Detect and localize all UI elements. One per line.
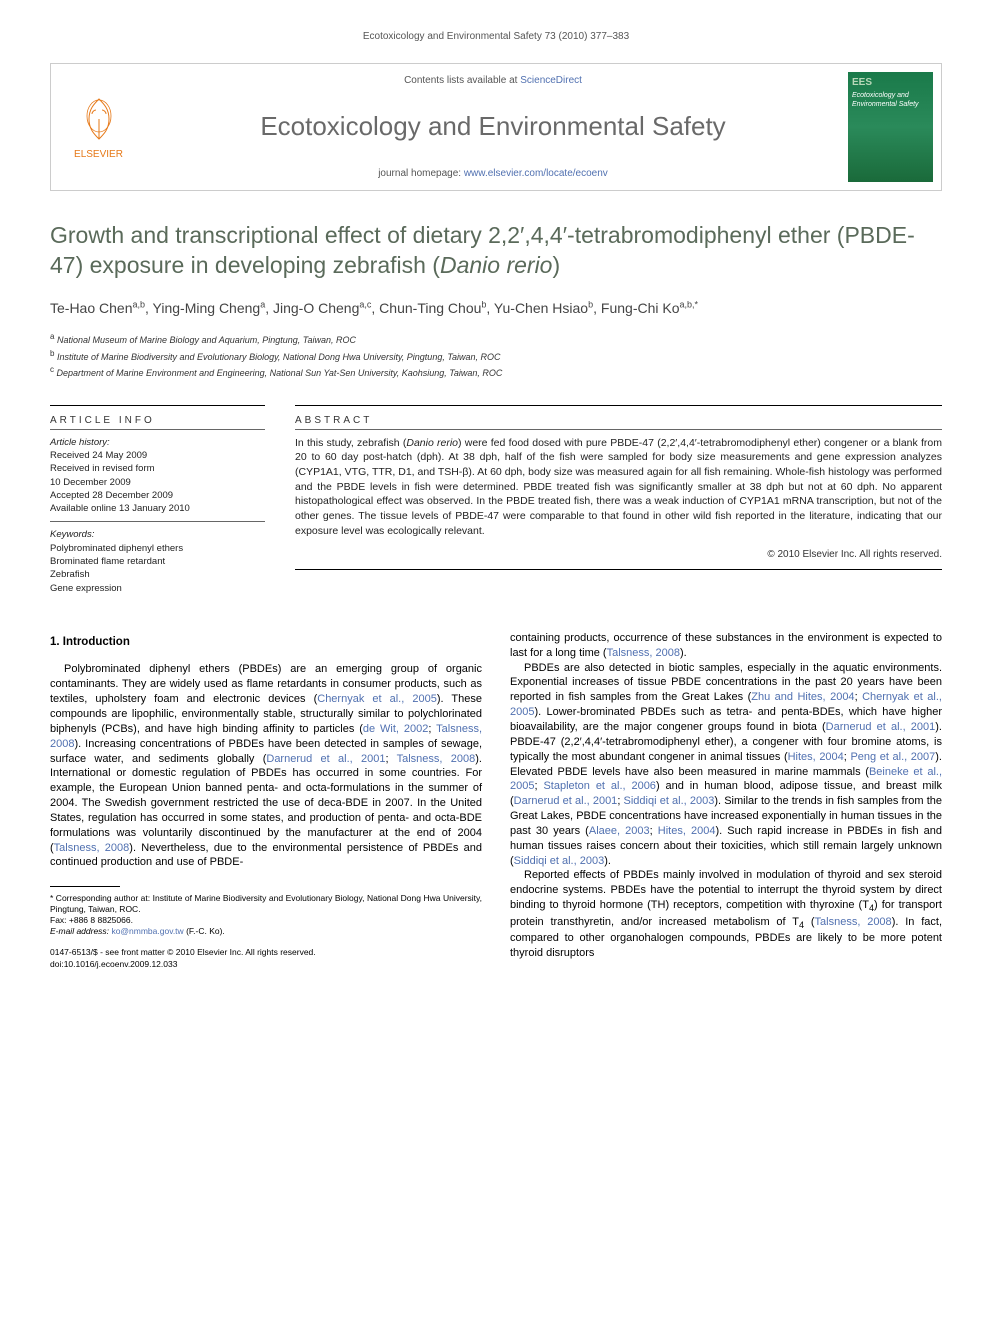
citation[interactable]: Talsness, 2008 xyxy=(54,842,130,854)
issn-line: 0147-6513/$ - see front matter © 2010 El… xyxy=(50,947,482,958)
sciencedirect-link[interactable]: ScienceDirect xyxy=(520,75,582,86)
citation[interactable]: Talsness, 2008 xyxy=(815,916,892,928)
author-list: Te-Hao Chena,b, Ying-Ming Chenga, Jing-O… xyxy=(50,297,942,319)
citation[interactable]: Chernyak et al., 2005 xyxy=(510,691,942,718)
abstract-column: abstract In this study, zebrafish (Danio… xyxy=(295,397,942,601)
bottom-meta: 0147-6513/$ - see front matter © 2010 El… xyxy=(50,947,482,969)
revised-label: Received in revised form xyxy=(50,462,265,475)
article-history-block: Article history: Received 24 May 2009 Re… xyxy=(50,430,265,522)
citation[interactable]: Zhu and Hites, 2004 xyxy=(751,691,854,703)
citation[interactable]: Stapleton et al., 2006 xyxy=(543,780,656,792)
citation[interactable]: Alaee, 2003 xyxy=(589,825,650,837)
introduction-heading: 1. Introduction xyxy=(50,635,482,651)
keyword: Brominated flame retardant xyxy=(50,555,265,568)
article-title: Growth and transcriptional effect of die… xyxy=(50,221,942,281)
journal-homepage-line: journal homepage: www.elsevier.com/locat… xyxy=(166,167,820,180)
publisher-logo: ELSEVIER xyxy=(51,64,146,190)
keyword: Gene expression xyxy=(50,582,265,595)
citation[interactable]: Talsness, 2008 xyxy=(397,753,476,765)
online-date: Available online 13 January 2010 xyxy=(50,502,265,515)
cover-title: Ecotoxicology and Environmental Safety xyxy=(852,91,929,109)
contents-available-line: Contents lists available at ScienceDirec… xyxy=(166,74,820,87)
cover-logo: EES xyxy=(852,76,929,89)
publisher-name: ELSEVIER xyxy=(74,148,123,161)
received-date: Received 24 May 2009 xyxy=(50,449,265,462)
elsevier-tree-icon xyxy=(74,94,124,144)
citation[interactable]: Chernyak et al., 2005 xyxy=(317,693,437,705)
article-info-heading: article info xyxy=(50,414,265,427)
email-line: E-mail address: ko@nmmba.gov.tw (F.-C. K… xyxy=(50,926,482,937)
citation[interactable]: Talsness, 2008 xyxy=(607,647,680,659)
fax-line: Fax: +886 8 8825066. xyxy=(50,915,482,926)
abstract-text: In this study, zebrafish (Danio rerio) w… xyxy=(295,430,942,539)
affiliations: a National Museum of Marine Biology and … xyxy=(50,331,942,381)
doi-line: doi:10.1016/j.ecoenv.2009.12.033 xyxy=(50,959,482,970)
journal-cover-thumbnail: EES Ecotoxicology and Environmental Safe… xyxy=(848,72,933,182)
citation[interactable]: Hites, 2004 xyxy=(658,825,716,837)
intro-paragraph: PBDEs are also detected in biotic sample… xyxy=(510,661,942,869)
revised-date: 10 December 2009 xyxy=(50,476,265,489)
affiliation-b: b Institute of Marine Biodiversity and E… xyxy=(50,348,942,365)
citation[interactable]: Darnerud et al., 2001 xyxy=(266,753,385,765)
journal-name: Ecotoxicology and Environmental Safety xyxy=(166,110,820,144)
article-info-column: article info Article history: Received 2… xyxy=(50,397,265,601)
homepage-link[interactable]: www.elsevier.com/locate/ecoenv xyxy=(464,168,608,179)
intro-paragraph: Polybrominated diphenyl ethers (PBDEs) a… xyxy=(50,662,482,870)
abstract-heading: abstract xyxy=(295,414,942,427)
citation[interactable]: Darnerud et al., 2001 xyxy=(826,721,936,733)
corresponding-author-footnote: * Corresponding author at: Institute of … xyxy=(50,893,482,937)
abstract-copyright: © 2010 Elsevier Inc. All rights reserved… xyxy=(295,548,942,561)
affiliation-c: c Department of Marine Environment and E… xyxy=(50,364,942,381)
keyword: Zebrafish xyxy=(50,568,265,581)
history-label: Article history: xyxy=(50,436,265,449)
citation[interactable]: Hites, 2004 xyxy=(788,751,844,763)
affiliation-a: a National Museum of Marine Biology and … xyxy=(50,331,942,348)
corresp-text: * Corresponding author at: Institute of … xyxy=(50,893,482,915)
keywords-block: Keywords: Polybrominated diphenyl ethers… xyxy=(50,522,265,600)
journal-center-block: Contents lists available at ScienceDirec… xyxy=(146,64,840,190)
citation[interactable]: de Wit, 2002 xyxy=(363,723,428,735)
journal-header-box: ELSEVIER Contents lists available at Sci… xyxy=(50,63,942,191)
citation[interactable]: Darnerud et al., 2001 xyxy=(514,795,618,807)
citation[interactable]: Peng et al., 2007 xyxy=(850,751,935,763)
homepage-prefix: journal homepage: xyxy=(378,168,464,179)
running-header: Ecotoxicology and Environmental Safety 7… xyxy=(50,30,942,43)
body-text-columns: 1. Introduction Polybrominated diphenyl … xyxy=(50,631,942,970)
citation[interactable]: Siddiqi et al., 2003 xyxy=(514,855,605,867)
footnote-separator xyxy=(50,886,120,887)
keywords-label: Keywords: xyxy=(50,528,265,541)
intro-paragraph: Reported effects of PBDEs mainly involve… xyxy=(510,868,942,961)
email-link[interactable]: ko@nmmba.gov.tw xyxy=(111,926,183,936)
keyword: Polybrominated diphenyl ethers xyxy=(50,542,265,555)
contents-prefix: Contents lists available at xyxy=(404,75,520,86)
citation[interactable]: Siddiqi et al., 2003 xyxy=(624,795,715,807)
info-abstract-row: article info Article history: Received 2… xyxy=(50,397,942,601)
intro-paragraph-cont: containing products, occurrence of these… xyxy=(510,631,942,661)
accepted-date: Accepted 28 December 2009 xyxy=(50,489,265,502)
